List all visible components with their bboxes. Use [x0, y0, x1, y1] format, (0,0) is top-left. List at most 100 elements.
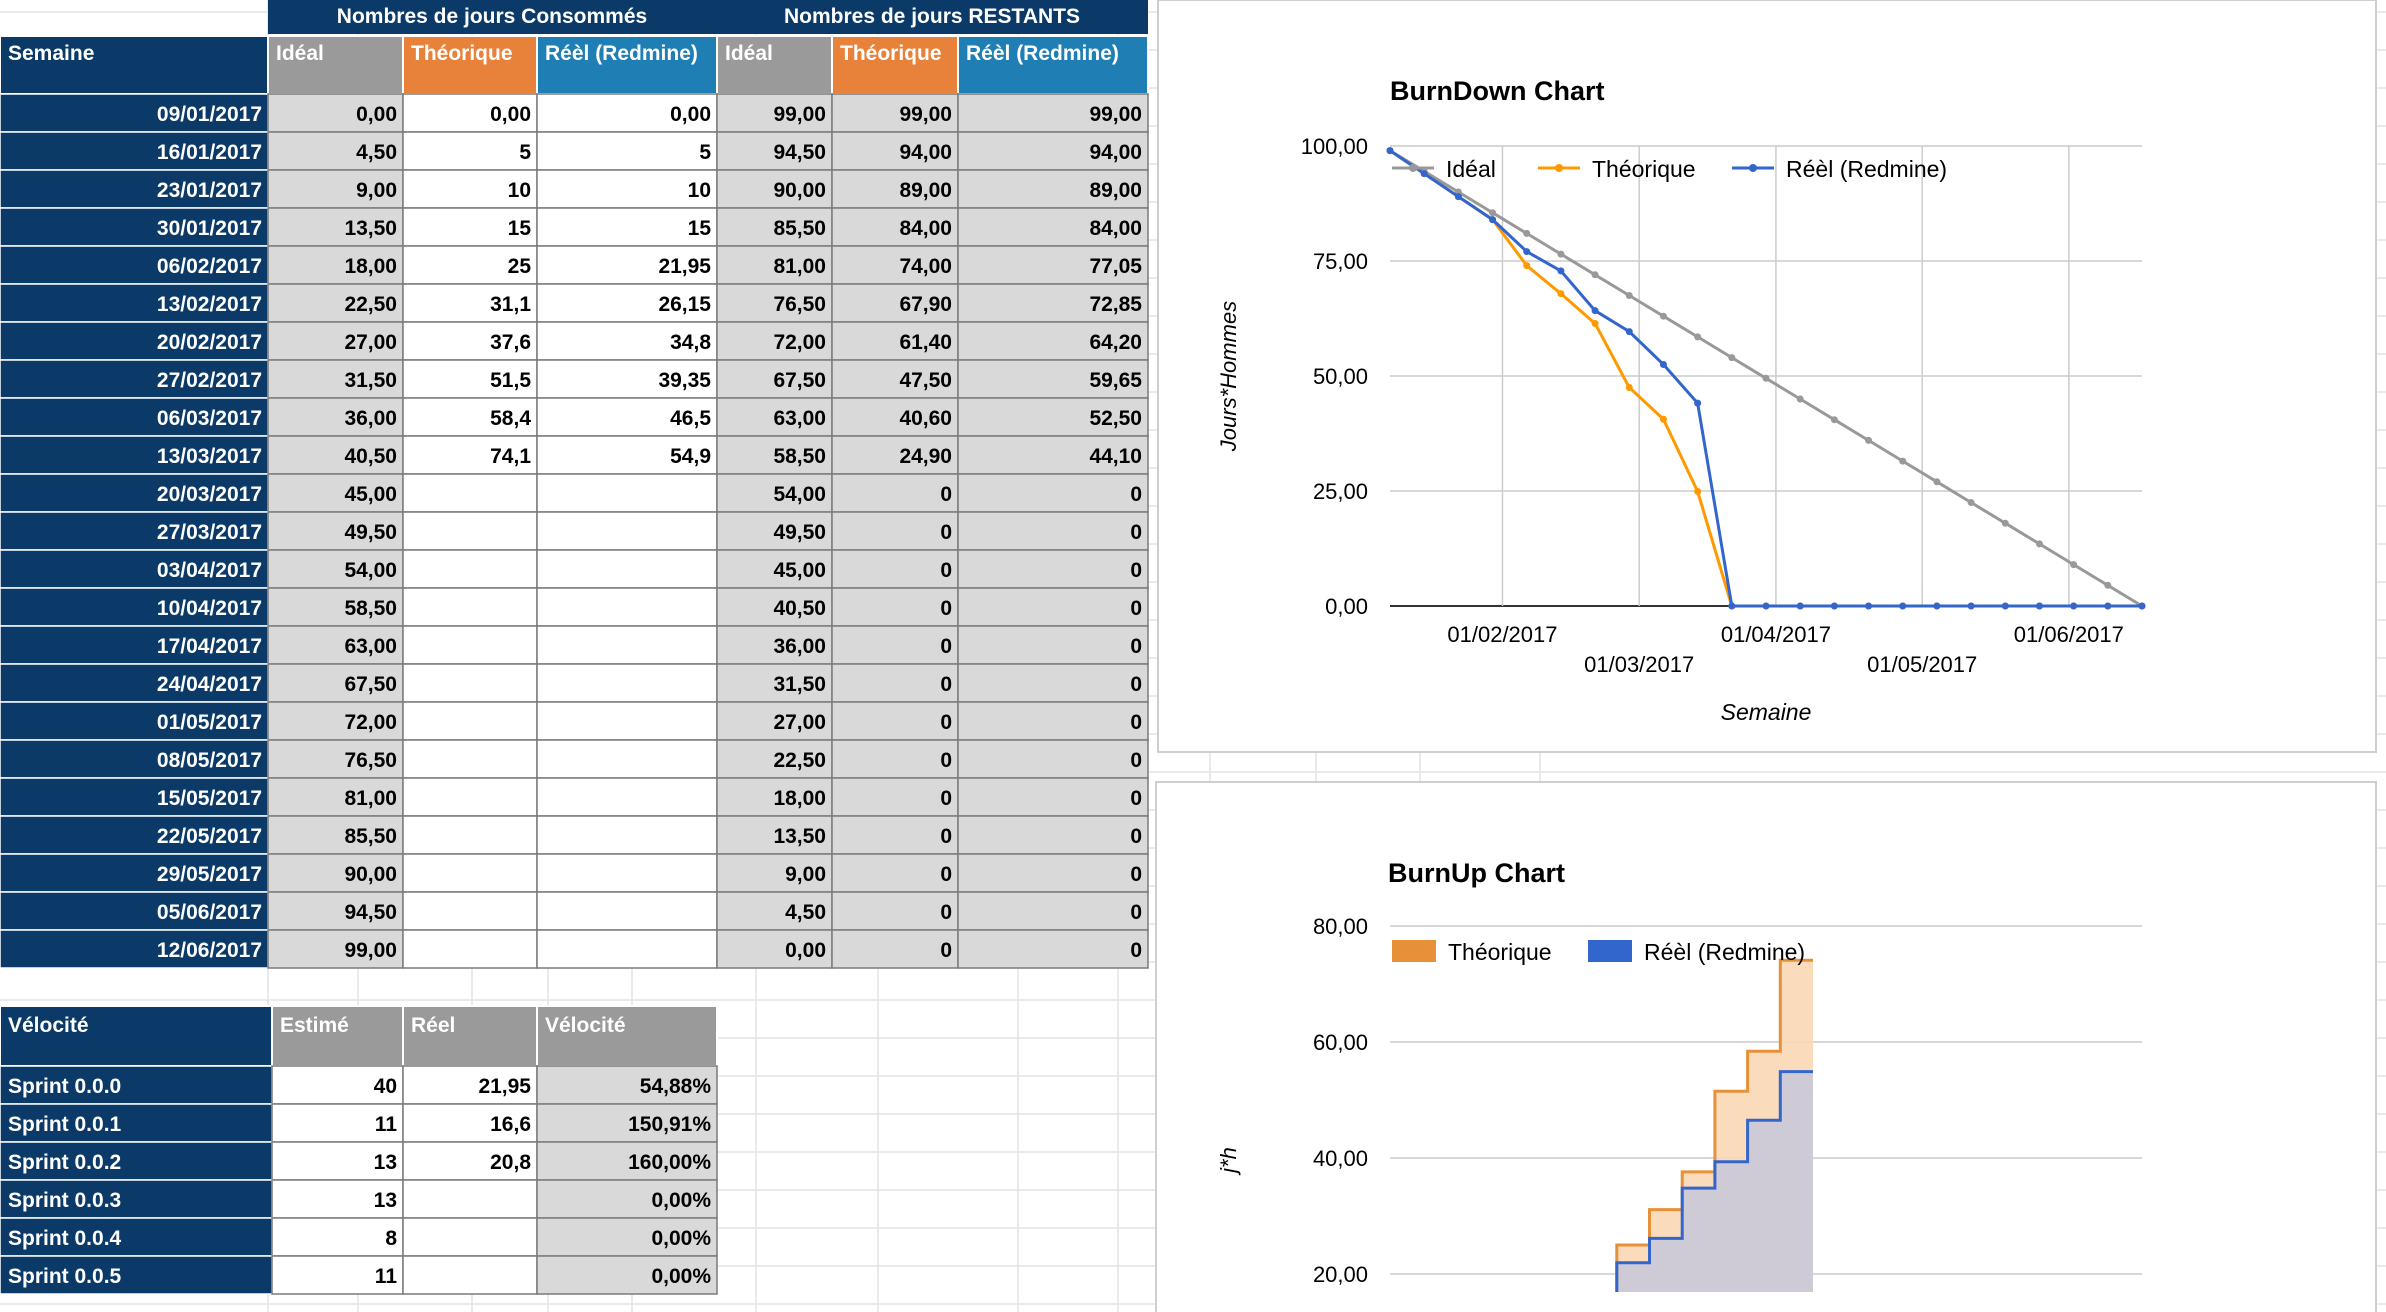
table-cell[interactable] — [536, 549, 718, 589]
table-cell[interactable] — [957, 321, 1149, 361]
velocity-cell[interactable] — [536, 1103, 718, 1143]
table-cell[interactable] — [402, 473, 538, 513]
table-cell[interactable] — [0, 397, 269, 437]
table-cell[interactable] — [957, 131, 1149, 171]
table-cell[interactable] — [957, 473, 1149, 513]
table-cell[interactable] — [536, 473, 718, 513]
table-cell[interactable] — [0, 663, 269, 703]
table-cell[interactable] — [831, 511, 959, 551]
table-cell[interactable] — [402, 131, 538, 171]
table-cell[interactable] — [536, 739, 718, 779]
velocity-cell[interactable] — [271, 1141, 404, 1181]
table-cell[interactable] — [957, 929, 1149, 969]
table-cell[interactable] — [957, 701, 1149, 741]
table-cell[interactable] — [267, 853, 404, 893]
table-cell[interactable] — [402, 359, 538, 399]
velocity-header-cell[interactable] — [536, 1005, 718, 1067]
table-cell[interactable] — [402, 815, 538, 855]
velocity-cell[interactable] — [402, 1179, 538, 1219]
table-cell[interactable] — [267, 511, 404, 551]
table-cell[interactable] — [267, 815, 404, 855]
velocity-cell[interactable] — [271, 1103, 404, 1143]
table-cell[interactable] — [267, 245, 404, 285]
table-cell[interactable] — [716, 245, 833, 285]
table-cell[interactable] — [267, 321, 404, 361]
table-cell[interactable] — [402, 701, 538, 741]
table-cell[interactable] — [402, 511, 538, 551]
velocity-cell[interactable] — [0, 1103, 273, 1143]
table-cell[interactable] — [957, 283, 1149, 323]
table-cell[interactable] — [536, 511, 718, 551]
table-cell[interactable] — [831, 549, 959, 589]
table-cell[interactable] — [716, 815, 833, 855]
column-header-cell[interactable] — [0, 35, 269, 95]
table-cell[interactable] — [957, 777, 1149, 817]
table-cell[interactable] — [957, 359, 1149, 399]
table-cell[interactable] — [267, 549, 404, 589]
velocity-cell[interactable] — [402, 1255, 538, 1295]
table-cell[interactable] — [831, 929, 959, 969]
table-cell[interactable] — [0, 701, 269, 741]
table-cell[interactable] — [716, 473, 833, 513]
table-cell[interactable] — [402, 93, 538, 133]
table-cell[interactable] — [957, 587, 1149, 627]
table-cell[interactable] — [831, 397, 959, 437]
table-cell[interactable] — [831, 131, 959, 171]
velocity-cell[interactable] — [0, 1141, 273, 1181]
table-cell[interactable] — [0, 587, 269, 627]
table-cell[interactable] — [957, 245, 1149, 285]
table-cell[interactable] — [716, 777, 833, 817]
table-cell[interactable] — [536, 587, 718, 627]
table-cell[interactable] — [716, 663, 833, 703]
table-cell[interactable] — [267, 587, 404, 627]
table-cell[interactable] — [831, 701, 959, 741]
table-cell[interactable] — [0, 245, 269, 285]
table-cell[interactable] — [536, 815, 718, 855]
table-cell[interactable] — [957, 397, 1149, 437]
table-cell[interactable] — [831, 435, 959, 475]
velocity-header-cell[interactable] — [0, 1005, 273, 1067]
velocity-cell[interactable] — [271, 1217, 404, 1257]
table-cell[interactable] — [402, 739, 538, 779]
table-cell[interactable] — [536, 169, 718, 209]
table-cell[interactable] — [536, 245, 718, 285]
table-cell[interactable] — [716, 891, 833, 931]
velocity-cell[interactable] — [402, 1217, 538, 1257]
table-cell[interactable] — [267, 663, 404, 703]
velocity-cell[interactable] — [0, 1217, 273, 1257]
table-cell[interactable] — [831, 739, 959, 779]
table-cell[interactable] — [957, 891, 1149, 931]
table-cell[interactable] — [831, 473, 959, 513]
table-cell[interactable] — [536, 397, 718, 437]
table-cell[interactable] — [536, 625, 718, 665]
table-cell[interactable] — [831, 891, 959, 931]
table-cell[interactable] — [267, 283, 404, 323]
velocity-header-cell[interactable] — [271, 1005, 404, 1067]
table-cell[interactable] — [831, 853, 959, 893]
table-cell[interactable] — [402, 853, 538, 893]
table-cell[interactable] — [831, 359, 959, 399]
table-cell[interactable] — [536, 891, 718, 931]
table-cell[interactable] — [716, 929, 833, 969]
burndown-chart[interactable]: BurnDown Chart 0,00 25,00 50,00 75,00 100,00 0… — [1157, 0, 2377, 753]
table-cell[interactable] — [831, 283, 959, 323]
table-cell[interactable] — [716, 131, 833, 171]
table-cell[interactable] — [831, 815, 959, 855]
table-cell[interactable] — [0, 929, 269, 969]
velocity-header-cell[interactable] — [402, 1005, 538, 1067]
table-cell[interactable] — [957, 853, 1149, 893]
table-cell[interactable] — [402, 283, 538, 323]
table-cell[interactable] — [402, 891, 538, 931]
velocity-cell[interactable] — [536, 1179, 718, 1219]
table-cell[interactable] — [957, 549, 1149, 589]
table-cell[interactable] — [957, 511, 1149, 551]
table-cell[interactable] — [0, 131, 269, 171]
table-cell[interactable] — [267, 625, 404, 665]
table-cell[interactable] — [536, 929, 718, 969]
table-cell[interactable] — [0, 853, 269, 893]
table-cell[interactable] — [402, 245, 538, 285]
table-cell[interactable] — [716, 359, 833, 399]
table-cell[interactable] — [536, 777, 718, 817]
table-cell[interactable] — [536, 131, 718, 171]
velocity-cell[interactable] — [536, 1217, 718, 1257]
